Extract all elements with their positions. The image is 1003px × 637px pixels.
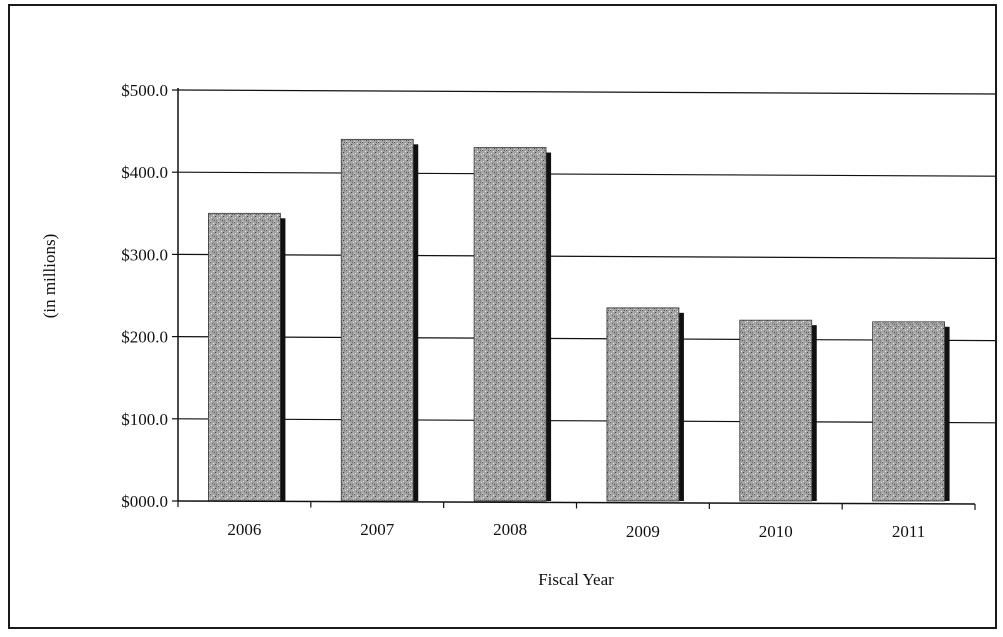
x-tick-label: 2010 [759,522,793,541]
gridline [177,336,996,342]
x-tick-label: 2007 [360,520,395,539]
gridline [177,418,996,424]
x-tick-label: 2011 [892,522,925,541]
axes [172,88,976,510]
gridline [177,89,996,95]
x-tick-label: 2009 [626,522,660,541]
gridlines [177,89,996,424]
y-tick-label: $400.0 [121,163,168,182]
x-axis-title: Fiscal Year [538,570,614,589]
axis-labels: $000.0 $100.0 $200.0 $300.0 $400.0 $500.0 2006… [121,81,925,541]
y-tick-label: $500.0 [121,81,168,100]
x-tick-label: 2006 [227,520,261,539]
y-tick-label: $200.0 [121,328,168,347]
chart-frame: $000.0 $100.0 $200.0 $300.0 $400.0 $500.0 2006… [8,4,997,629]
y-tick-label: $100.0 [121,410,168,429]
bar-2008 [473,147,547,502]
bar-2009 [606,307,680,502]
y-tick-label: $300.0 [121,245,168,264]
y-axis-title: (in millions) [40,234,59,319]
bar-chart: $000.0 $100.0 $200.0 $300.0 $400.0 $500.0 2006… [40,81,996,589]
bar-2007 [340,138,414,502]
gridline [177,253,996,259]
bars [208,138,950,502]
gridline [177,171,996,177]
bar-2010 [739,319,813,502]
bar-2011 [872,321,945,502]
y-tick-label: $000.0 [121,492,168,511]
bar-2006 [208,212,281,502]
x-tick-label: 2008 [493,520,527,539]
